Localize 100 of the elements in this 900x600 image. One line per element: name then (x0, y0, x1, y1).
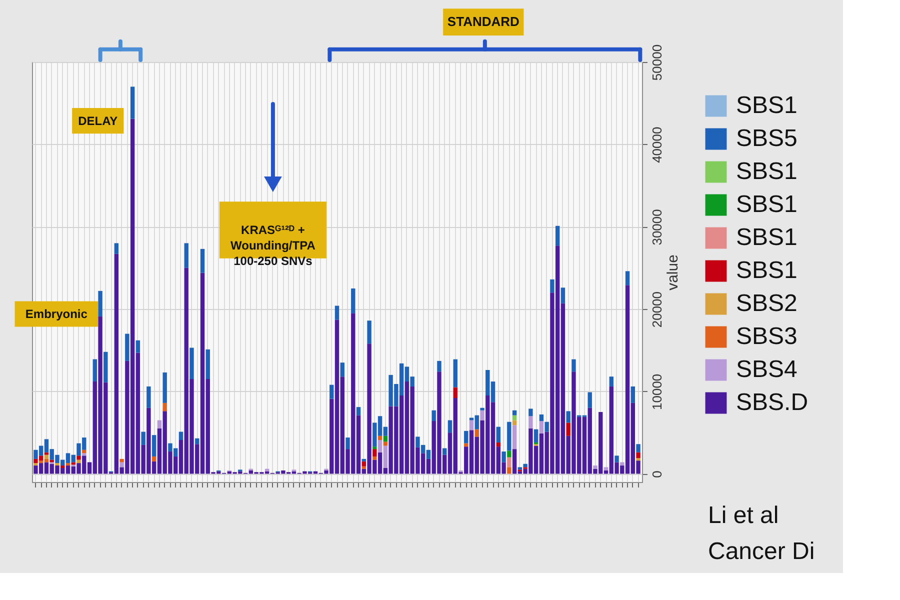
bar (437, 360, 442, 372)
bar (372, 456, 377, 460)
bar (162, 372, 167, 403)
y-tick-label: 40000 (650, 126, 664, 163)
bar (604, 467, 608, 470)
bar (120, 458, 124, 462)
y-tick-label: 50000 (650, 44, 664, 81)
text: STANDARD (447, 14, 520, 30)
bar (534, 429, 538, 442)
bar (44, 454, 49, 459)
bar (442, 448, 447, 455)
legend-label: SBS1 (736, 92, 798, 119)
bar (184, 243, 188, 268)
legend-label: SBS3 (736, 323, 798, 350)
bar (614, 456, 619, 462)
bar (372, 449, 377, 456)
bar (71, 462, 76, 465)
bar (125, 334, 130, 361)
bar (588, 392, 592, 408)
bar (200, 248, 205, 273)
text: Cancer Di (708, 538, 815, 565)
annotation: DELAY (78, 114, 118, 128)
legend-label: SBS1 (736, 224, 798, 251)
bar (367, 320, 372, 344)
y-tick-label: 10000 (650, 374, 664, 410)
bar (136, 340, 140, 353)
bar (92, 359, 97, 382)
y-tick-label: 30000 (650, 209, 664, 246)
bar (523, 464, 528, 468)
bar (66, 463, 70, 466)
bar (55, 463, 60, 466)
bar (162, 402, 167, 412)
bar (152, 435, 156, 456)
bar (512, 410, 517, 416)
bar (330, 384, 334, 399)
bar (98, 290, 102, 316)
bar (496, 442, 500, 447)
bar (104, 352, 108, 382)
bar (383, 436, 388, 442)
bar (630, 386, 636, 403)
bar (453, 387, 458, 398)
bar (157, 420, 162, 428)
legend-label: SBS5 (736, 125, 798, 152)
legend-label: SBS1 (736, 158, 798, 185)
bar (507, 467, 512, 474)
bar (195, 438, 200, 444)
bar (464, 430, 468, 444)
bar (76, 460, 81, 464)
bar (480, 410, 484, 420)
bar (593, 466, 598, 469)
bar (76, 456, 81, 460)
bar (572, 359, 576, 372)
bar (528, 416, 533, 428)
bar (351, 288, 356, 314)
bar (114, 243, 119, 254)
bar (544, 422, 549, 432)
bar (82, 453, 86, 456)
bar (496, 426, 500, 442)
bar (346, 438, 350, 450)
bar (539, 421, 544, 434)
bar (264, 468, 270, 472)
annotation: KRASᴳ¹²ᴰ + Wounding/TPA 100-250 SNVs (230, 223, 316, 268)
bar (512, 420, 517, 426)
bar (469, 420, 474, 430)
bar (34, 463, 38, 466)
bar (362, 466, 366, 469)
bar (141, 432, 146, 445)
bar (636, 444, 640, 452)
y-tick-label: 20000 (650, 291, 664, 328)
bar (609, 376, 614, 386)
bar (383, 442, 388, 446)
legend-label: SBS1 (736, 257, 798, 284)
bar (636, 452, 640, 458)
bar (502, 452, 506, 462)
bar (453, 359, 458, 388)
bar (512, 425, 517, 450)
bar (507, 457, 512, 468)
bar (206, 349, 210, 380)
bar (146, 386, 151, 408)
bar (528, 408, 533, 416)
bar (625, 271, 630, 286)
bar (620, 462, 624, 466)
annotation: Embryonic (25, 307, 88, 321)
bar (550, 279, 554, 293)
legend-label: SBS4 (736, 356, 798, 383)
bar (636, 458, 640, 461)
text: Li et al (708, 502, 779, 529)
bar (178, 432, 184, 440)
bar (120, 462, 124, 468)
bar (474, 429, 479, 437)
bar (372, 446, 377, 450)
bar (566, 422, 570, 436)
bar (152, 456, 156, 462)
bar (362, 461, 366, 466)
bar (555, 226, 560, 246)
bar (334, 306, 340, 320)
bar (566, 411, 570, 423)
bar (44, 452, 49, 455)
legend-label: SBS2 (736, 290, 798, 317)
bar (539, 414, 544, 422)
